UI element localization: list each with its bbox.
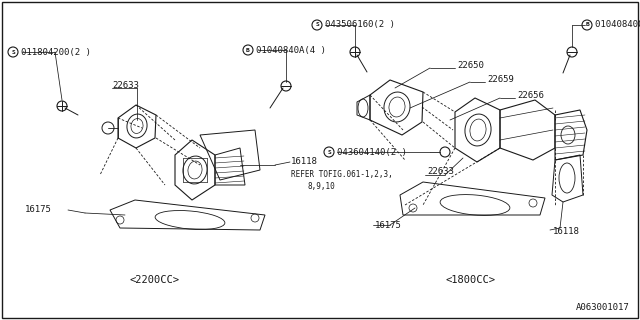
- Text: 043604140(2 ): 043604140(2 ): [337, 148, 407, 156]
- Text: 010408400(4 ): 010408400(4 ): [595, 20, 640, 29]
- Text: <1800CC>: <1800CC>: [445, 275, 495, 285]
- Text: 22633: 22633: [112, 81, 139, 90]
- Text: S: S: [11, 50, 15, 54]
- Text: 22650: 22650: [457, 60, 484, 69]
- Text: 011804200(2 ): 011804200(2 ): [21, 47, 91, 57]
- Text: <2200CC>: <2200CC>: [130, 275, 180, 285]
- Text: 16118: 16118: [291, 157, 318, 166]
- Text: B: B: [585, 22, 589, 28]
- Text: A063001017: A063001017: [576, 303, 630, 313]
- Text: B: B: [246, 47, 250, 52]
- Text: 01040840A(4 ): 01040840A(4 ): [256, 45, 326, 54]
- Text: S: S: [315, 22, 319, 28]
- Text: 22633: 22633: [427, 167, 454, 177]
- Text: 16175: 16175: [25, 205, 52, 214]
- Text: 8,9,10: 8,9,10: [308, 182, 336, 191]
- Text: 22656: 22656: [517, 91, 544, 100]
- Text: REFER TOFIG.061-1,2,3,: REFER TOFIG.061-1,2,3,: [291, 171, 393, 180]
- Text: 16175: 16175: [375, 220, 402, 229]
- Text: 043506160(2 ): 043506160(2 ): [325, 20, 395, 29]
- Text: 22659: 22659: [487, 76, 514, 84]
- Text: 16118: 16118: [553, 228, 580, 236]
- Text: S: S: [327, 149, 331, 155]
